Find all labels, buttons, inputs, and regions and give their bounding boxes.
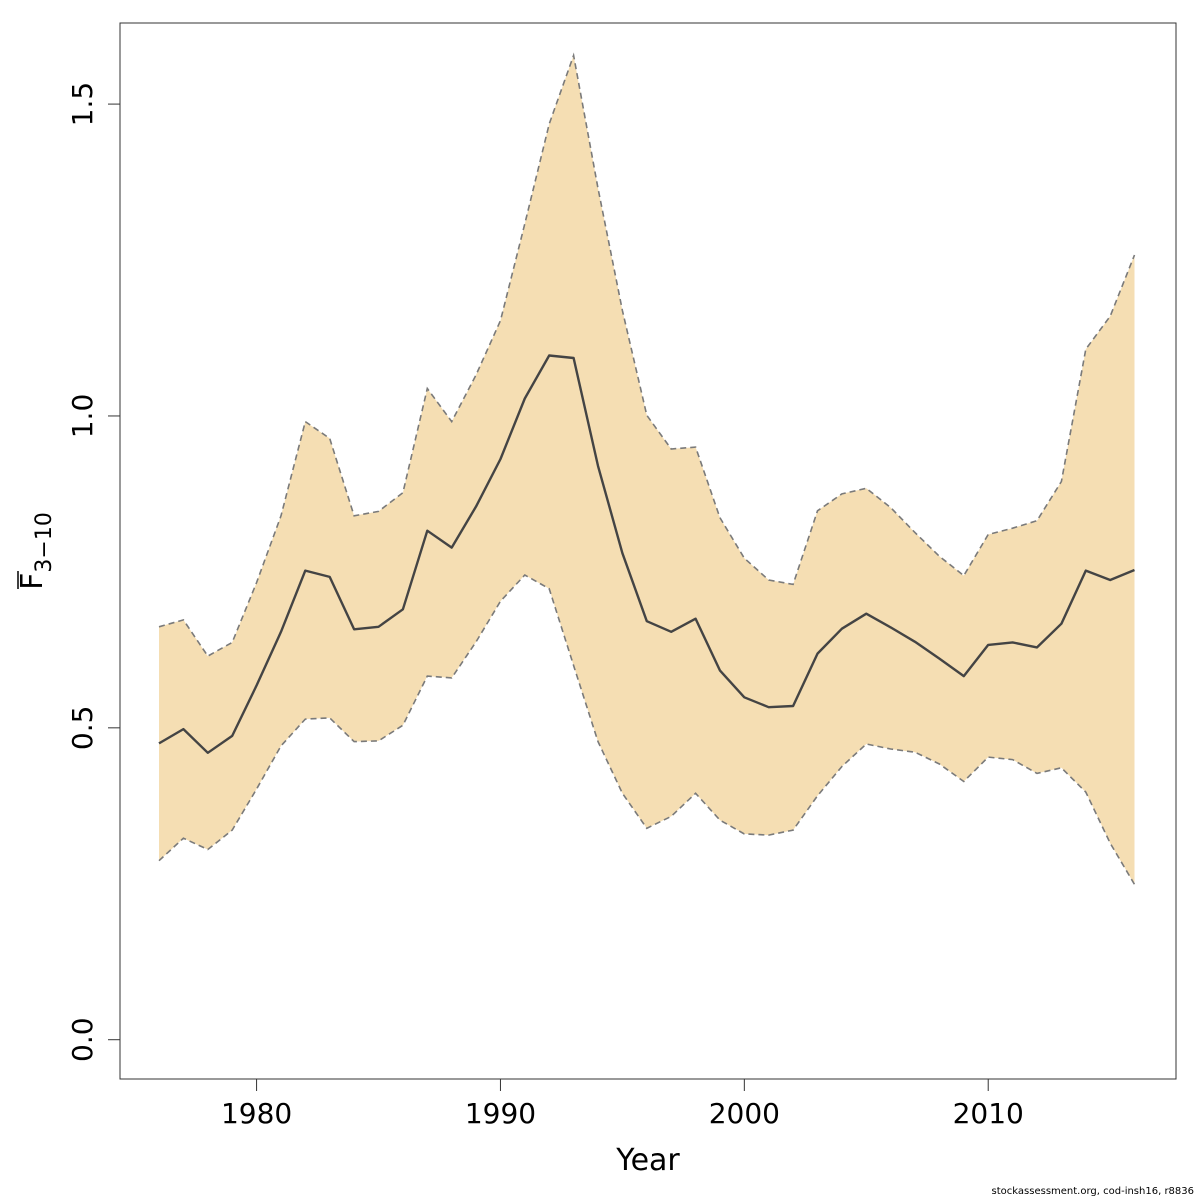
upper-bound-line bbox=[158, 52, 1136, 658]
estimate-line bbox=[158, 354, 1135, 754]
lower-bound-line bbox=[158, 573, 1136, 885]
y-axis-title: F3−10 bbox=[15, 512, 57, 590]
x-tick-label: 2010 bbox=[953, 1097, 1024, 1130]
y-tick-label: 0.5 bbox=[66, 706, 99, 751]
x-axis: 1980 1990 2000 2010 bbox=[221, 1079, 1024, 1130]
confidence-band bbox=[159, 55, 1135, 885]
y-axis: 0.0 0.5 1.0 1.5 bbox=[66, 82, 120, 1062]
x-tick-label: 1980 bbox=[221, 1097, 292, 1130]
confidence-band-layer bbox=[159, 55, 1135, 885]
x-tick-label: 2000 bbox=[709, 1097, 780, 1130]
series-line-layer bbox=[158, 52, 1136, 885]
x-tick-label: 1990 bbox=[465, 1097, 536, 1130]
svg-text:F3−10: F3−10 bbox=[15, 512, 57, 590]
y-axis-title-subscript: 3−10 bbox=[32, 512, 57, 572]
plot-frame bbox=[119, 22, 1177, 1080]
y-tick-label: 1.0 bbox=[66, 394, 99, 439]
credit-footer: stockassessment.org, cod-insh16, r8836 bbox=[991, 1186, 1194, 1197]
y-tick-label: 0.0 bbox=[66, 1017, 99, 1062]
y-tick-label: 1.5 bbox=[66, 82, 99, 127]
x-axis-title: Year bbox=[615, 1143, 680, 1178]
y-axis-title-main: F bbox=[15, 573, 50, 590]
